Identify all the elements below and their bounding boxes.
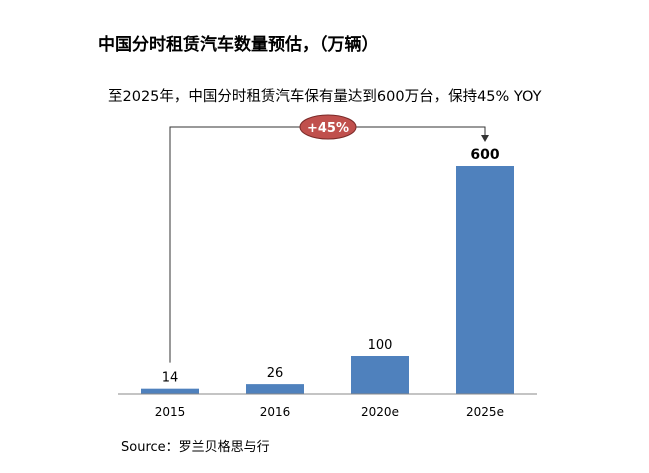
bar-2020e bbox=[351, 356, 409, 394]
value-label-2020e: 100 bbox=[368, 338, 393, 353]
chart-subtitle: 至2025年，中国分时租赁汽车保有量达到600万台，保持45% YOY bbox=[108, 89, 542, 105]
value-label-2025e: 600 bbox=[470, 147, 499, 163]
x-tick-label-2020e: 2020e bbox=[361, 405, 399, 419]
bar-2015 bbox=[141, 388, 199, 394]
growth-badge bbox=[299, 114, 357, 140]
bar-2016 bbox=[246, 384, 304, 394]
source-note: Source：罗兰贝格思与行 bbox=[121, 440, 270, 455]
annotation-bracket bbox=[169, 126, 486, 363]
value-label-2016: 26 bbox=[267, 366, 284, 381]
value-labels-group: 14 26 100 600 bbox=[162, 147, 500, 386]
x-tick-label-2025e: 2025e bbox=[466, 405, 504, 419]
bar-2025e bbox=[456, 166, 514, 394]
chart-title: 中国分时租赁汽车数量预估，（万辆） bbox=[98, 35, 379, 55]
x-tick-label-2016: 2016 bbox=[260, 405, 291, 419]
value-label-2015: 14 bbox=[162, 371, 179, 386]
growth-badge-label: +45% bbox=[307, 121, 349, 136]
annotation-arrowhead bbox=[481, 135, 489, 142]
tick-labels-group: 2015 2016 2020e 2025e bbox=[155, 405, 504, 419]
bars-group bbox=[141, 166, 514, 394]
x-tick-label-2015: 2015 bbox=[155, 405, 186, 419]
growth-annotation: +45% bbox=[169, 114, 489, 363]
